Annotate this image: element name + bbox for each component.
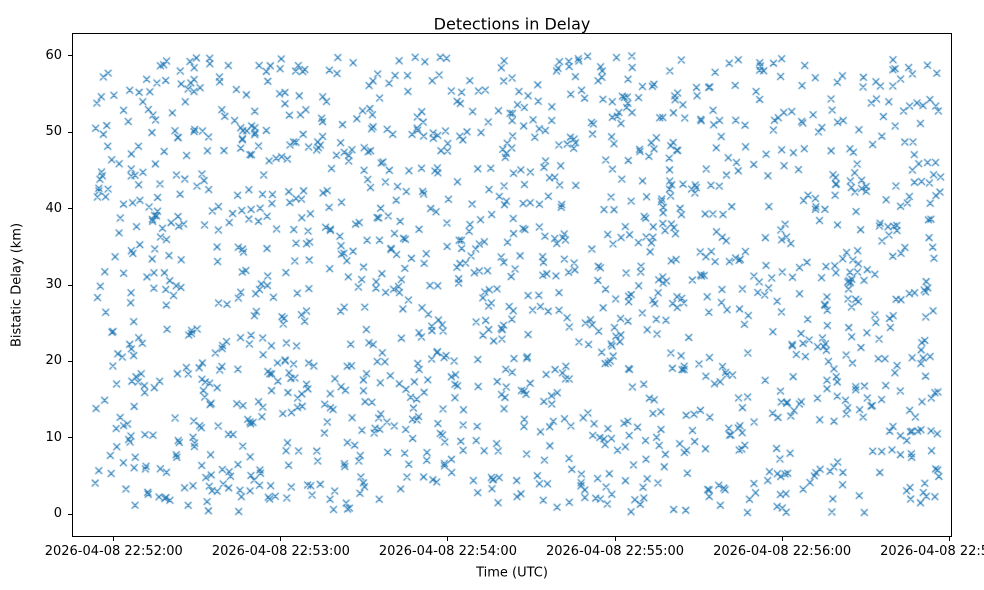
- x-tick-mark: [113, 537, 115, 541]
- x-tick-label: 2026-04-08 22:57:00: [880, 544, 984, 559]
- y-tick-label: 0: [53, 506, 62, 522]
- x-tick-label: 2026-04-08 22:55:00: [545, 544, 685, 559]
- y-tick-label: 30: [45, 277, 62, 292]
- y-tick-mark: [68, 513, 72, 515]
- x-tick-mark: [447, 537, 449, 541]
- y-tick-label: 40: [45, 200, 62, 216]
- y-tick-label: 60: [45, 47, 62, 63]
- y-tick-mark: [68, 55, 72, 57]
- x-tick-label: 2026-04-08 22:52:00: [44, 544, 183, 559]
- y-tick-mark: [68, 437, 72, 439]
- scatter-canvas: [72, 33, 952, 537]
- chart-title: Detections in Delay: [433, 14, 591, 34]
- y-tick-label: 20: [45, 353, 62, 369]
- x-tick-label: 2026-04-08 22:56:00: [713, 544, 852, 559]
- x-tick-label: 2026-04-08 22:54:00: [378, 544, 517, 559]
- y-tick-mark: [68, 360, 72, 362]
- y-tick-mark: [68, 208, 72, 210]
- x-tick-mark: [614, 537, 616, 541]
- x-axis-label: Time (UTC): [476, 565, 548, 581]
- x-tick-mark: [280, 537, 282, 541]
- x-tick-label: 2026-04-08 22:53:00: [211, 544, 350, 559]
- x-tick-mark: [781, 537, 783, 541]
- x-tick-mark: [948, 537, 950, 541]
- y-tick-label: 10: [45, 429, 62, 445]
- y-tick-label: 50: [45, 124, 62, 140]
- y-tick-mark: [68, 131, 72, 133]
- y-tick-mark: [68, 284, 72, 286]
